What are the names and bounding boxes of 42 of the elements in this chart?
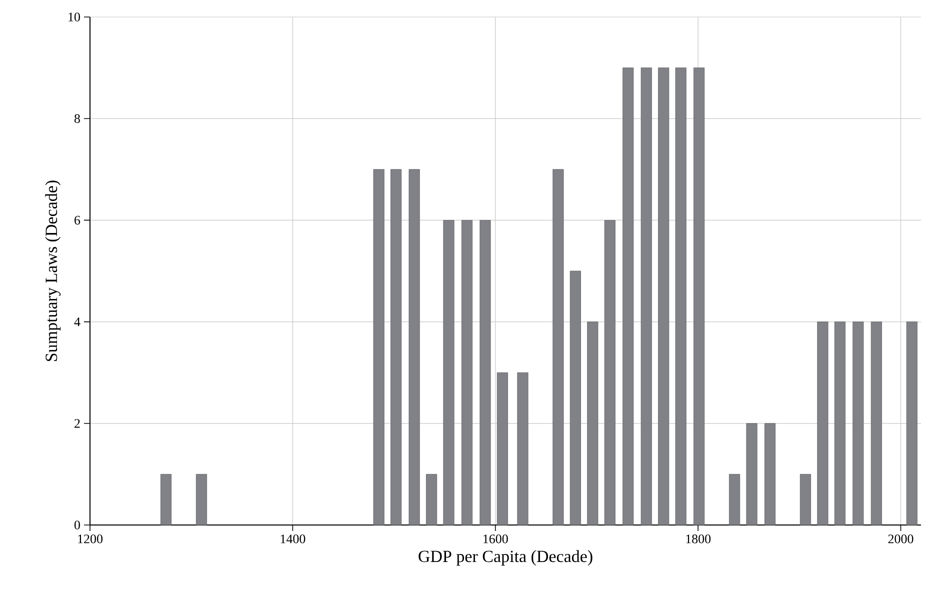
bar [746,423,758,526]
bar [443,220,454,526]
bar [552,169,564,526]
bar [587,322,598,526]
bar [373,169,384,526]
x-axis-title: GDP per Capita (Decade) [418,550,592,566]
bar [517,372,528,526]
x-tick-label: 1400 [280,534,306,544]
bar [426,474,438,526]
bar [675,68,686,526]
bar [694,68,705,526]
bar [604,220,616,526]
y-tick-label: 8 [74,114,80,123]
bar [729,474,740,526]
bar [570,270,581,526]
bar [480,220,491,526]
y-tick-label: 0 [74,520,80,530]
bar [834,322,846,526]
y-axis-title: Sumptuary Laws (Decade) [45,180,61,361]
bar [390,169,402,526]
bar [461,220,473,526]
bar [496,372,508,526]
y-tick-label: 4 [74,318,80,326]
y-tick-label: 2 [74,419,80,428]
bar [196,474,207,526]
bar [160,474,172,526]
bar [870,322,882,526]
bar [800,474,811,526]
bar [906,322,918,526]
y-tick-label: 10 [68,12,80,22]
x-tick-label: 2000 [888,534,914,544]
bar [817,322,828,526]
bar [658,68,670,526]
bar [408,169,420,526]
bar [764,423,776,526]
bar [622,68,634,526]
bar [640,68,652,526]
y-tick-label: 6 [74,216,80,225]
x-tick-label: 1600 [484,534,508,544]
x-tick-label: 1800 [686,534,711,544]
x-tick-label: 1200 [78,534,103,544]
bar [852,322,864,526]
